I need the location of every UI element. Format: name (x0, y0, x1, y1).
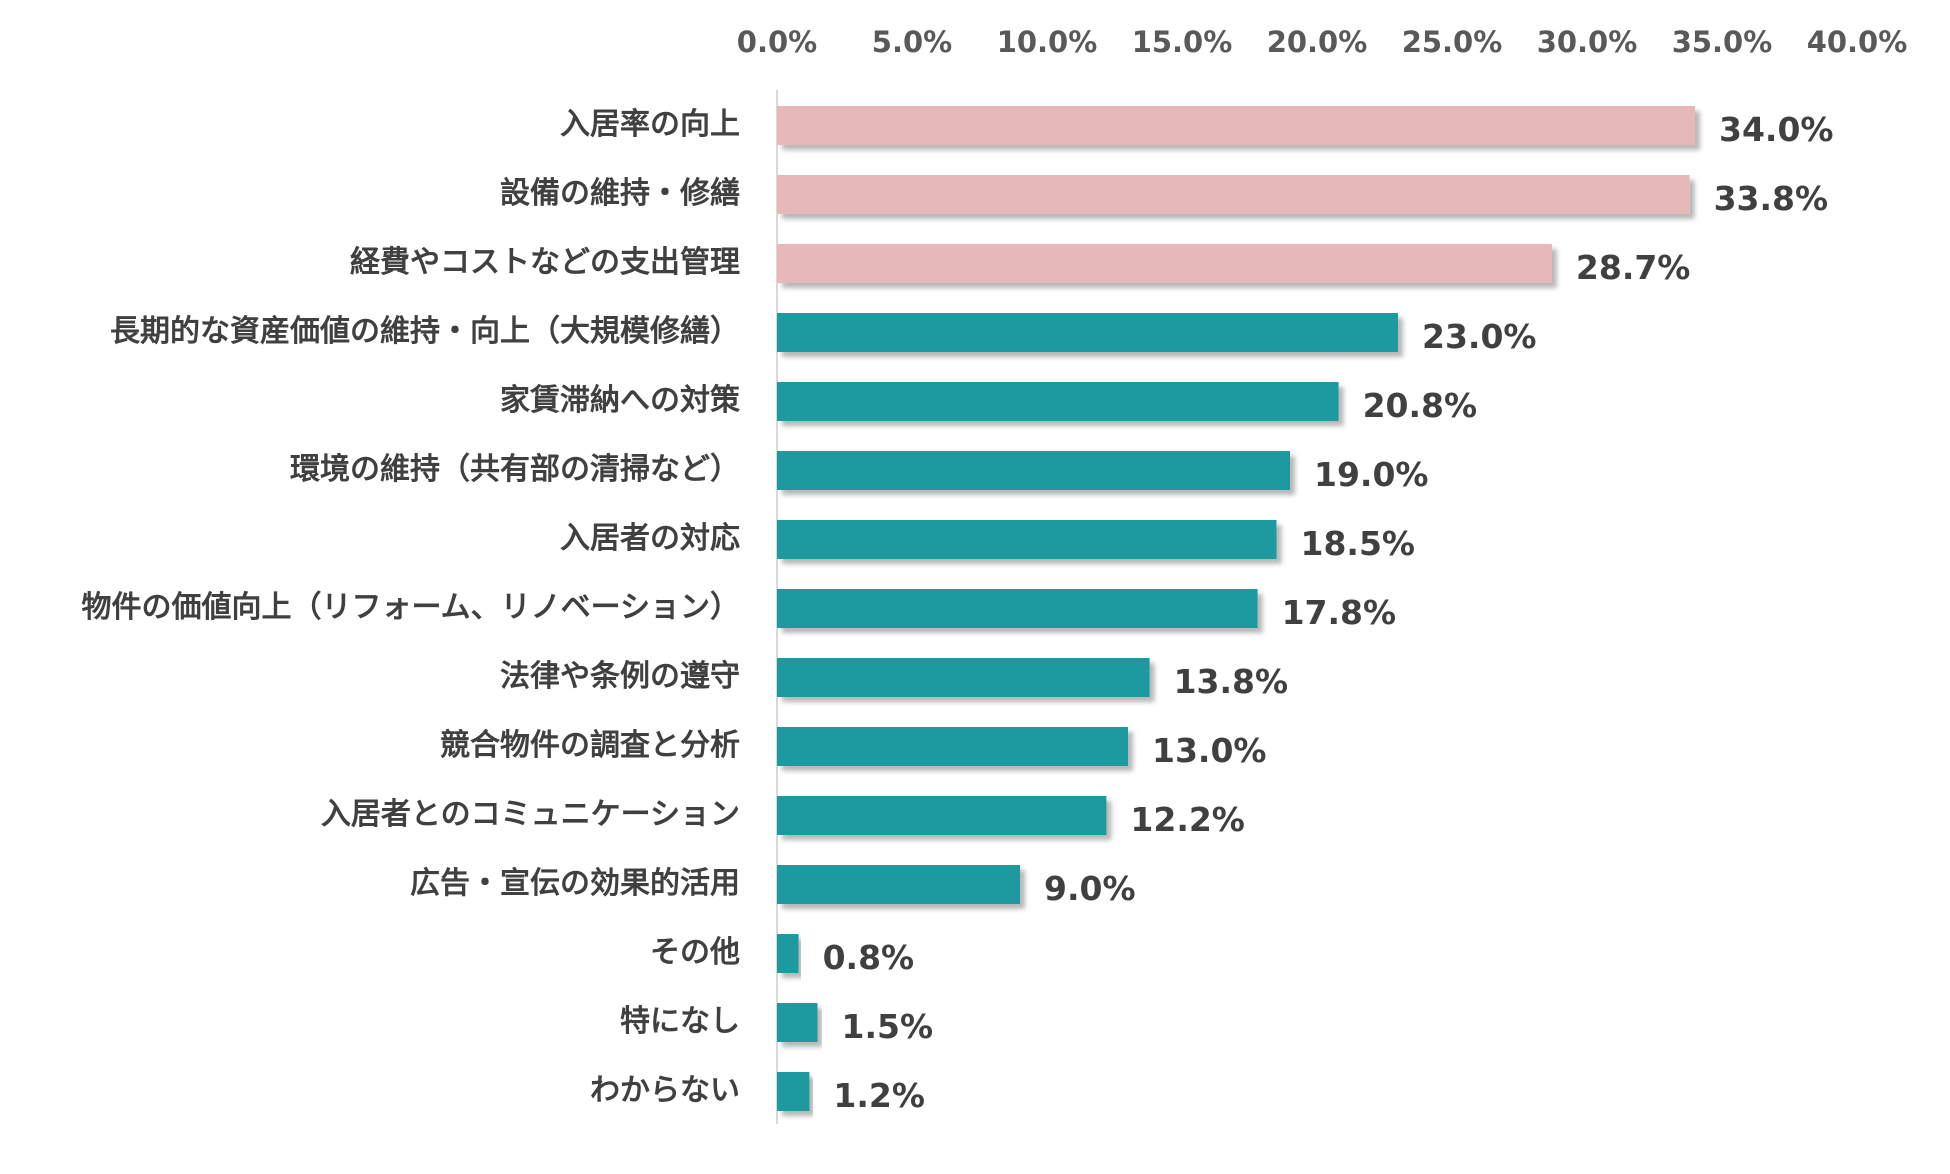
category-label: 広告・宣伝の効果的活用 (410, 866, 740, 901)
data-label: 13.8% (1174, 662, 1289, 701)
bar (777, 658, 1150, 697)
value-labels: 34.0% 33.8% 28.7% 23.0% 20.8% 19.0% 18.5% 17.8%… (823, 110, 1834, 1115)
x-tick-label: 30.0% (1537, 25, 1638, 59)
category-label: 入居者の対応 (560, 521, 740, 556)
bar (777, 1003, 818, 1042)
category-label: 物件の価値向上（リフォーム、リノベーション） (82, 590, 741, 625)
x-axis-ticks: 0.0% 5.0% 10.0% 15.0% 20.0% 25.0% 30.0% 35.0% 40… (737, 25, 1908, 59)
category-label: 法律や条例の遵守 (500, 659, 740, 694)
data-label: 20.8% (1363, 386, 1478, 425)
bar (777, 244, 1552, 283)
data-label: 19.0% (1314, 455, 1429, 494)
data-label: 34.0% (1719, 110, 1834, 149)
bar (777, 1072, 810, 1111)
category-label: 特になし (620, 1004, 740, 1039)
category-label: わからない (590, 1073, 740, 1108)
bar (777, 451, 1290, 490)
bar (777, 727, 1128, 766)
category-label: 長期的な資産価値の維持・向上（大規模修繕） (110, 314, 740, 349)
data-label: 13.0% (1152, 731, 1267, 770)
bar (777, 382, 1339, 421)
data-label: 1.2% (833, 1076, 925, 1115)
bars (777, 106, 1695, 1111)
bar (777, 520, 1277, 559)
data-label: 33.8% (1714, 179, 1829, 218)
bar (777, 934, 799, 973)
data-label: 0.8% (823, 938, 915, 977)
category-label: 入居率の向上 (560, 107, 740, 142)
x-tick-label: 5.0% (872, 25, 952, 59)
category-label: 設備の維持・修繕 (500, 176, 740, 211)
data-label: 23.0% (1422, 317, 1537, 356)
category-label: 家賃滞納への対策 (500, 383, 740, 418)
bar (777, 106, 1695, 145)
data-label: 17.8% (1282, 593, 1397, 632)
bar (777, 796, 1107, 835)
data-label: 1.5% (842, 1007, 934, 1046)
category-label: 入居者とのコミュニケーション (321, 797, 740, 832)
x-tick-label: 25.0% (1402, 25, 1503, 59)
data-label: 9.0% (1044, 869, 1136, 908)
x-tick-label: 40.0% (1807, 25, 1908, 59)
category-labels: 入居率の向上設備の維持・修繕経費やコストなどの支出管理長期的な資産価値の維持・向… (82, 107, 741, 1108)
x-tick-label: 10.0% (997, 25, 1098, 59)
category-label: 環境の維持（共有部の清掃など） (290, 452, 740, 487)
category-label: 経費やコストなどの支出管理 (350, 245, 740, 280)
x-tick-label: 15.0% (1132, 25, 1233, 59)
data-label: 18.5% (1301, 524, 1416, 563)
category-label: 競合物件の調査と分析 (440, 728, 740, 763)
x-tick-label: 35.0% (1672, 25, 1773, 59)
bar (777, 865, 1020, 904)
data-label: 28.7% (1576, 248, 1691, 287)
x-tick-label: 0.0% (737, 25, 817, 59)
category-label: その他 (650, 935, 740, 970)
x-tick-label: 20.0% (1267, 25, 1368, 59)
bar (777, 175, 1690, 214)
bar (777, 313, 1398, 352)
bar (777, 589, 1258, 628)
data-label: 12.2% (1130, 800, 1245, 839)
